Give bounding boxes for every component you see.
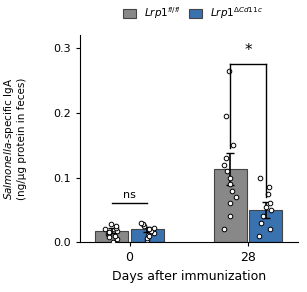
Point — [230, 143, 235, 147]
Point — [144, 238, 149, 243]
Point — [266, 185, 271, 190]
Point — [268, 227, 273, 232]
Point — [107, 230, 112, 235]
Point — [263, 204, 268, 209]
Point — [268, 208, 273, 212]
Point — [109, 222, 114, 227]
Point — [258, 175, 263, 180]
Point — [111, 240, 116, 245]
Point — [260, 214, 265, 219]
Point — [224, 114, 229, 118]
Bar — [214, 169, 247, 242]
Point — [228, 182, 233, 186]
Point — [224, 156, 229, 161]
Point — [226, 68, 231, 73]
Point — [103, 227, 108, 232]
Text: ns: ns — [123, 190, 136, 200]
Point — [107, 232, 112, 237]
Point — [265, 192, 270, 196]
Point — [146, 232, 150, 237]
Point — [151, 230, 156, 235]
Bar — [95, 231, 128, 242]
Point — [146, 227, 151, 232]
Point — [228, 175, 233, 180]
Point — [141, 224, 146, 229]
Point — [224, 169, 229, 173]
Point — [139, 220, 144, 225]
Point — [233, 195, 238, 199]
Point — [257, 234, 262, 238]
Point — [114, 228, 119, 233]
Point — [106, 235, 111, 239]
Text: *: * — [244, 43, 252, 58]
Point — [145, 235, 150, 240]
Point — [227, 201, 232, 206]
Point — [141, 222, 146, 227]
Point — [115, 237, 119, 241]
Point — [230, 188, 235, 193]
Point — [268, 201, 273, 206]
X-axis label: Days after immunization: Days after immunization — [112, 270, 266, 283]
Point — [259, 220, 264, 225]
Bar — [249, 210, 282, 242]
Point — [146, 234, 151, 238]
Point — [113, 234, 118, 238]
Point — [151, 226, 156, 230]
Point — [107, 230, 111, 234]
Point — [149, 228, 154, 233]
Text: $\it{Salmonella}$-specific IgA
(ng/µg protein in feces): $\it{Salmonella}$-specific IgA (ng/µg pr… — [2, 77, 27, 200]
Point — [222, 227, 227, 232]
Point — [114, 226, 119, 230]
Bar — [131, 230, 164, 242]
Legend: $\it{Lrp1}$$^{\it{fl/fl}}$, $\it{Lrp1}$$^{\it{\Delta Cd11c}}$: $\it{Lrp1}$$^{\it{fl/fl}}$, $\it{Lrp1}$$… — [123, 5, 263, 21]
Point — [221, 162, 226, 167]
Point — [113, 224, 118, 229]
Point — [106, 232, 111, 236]
Point — [228, 214, 233, 219]
